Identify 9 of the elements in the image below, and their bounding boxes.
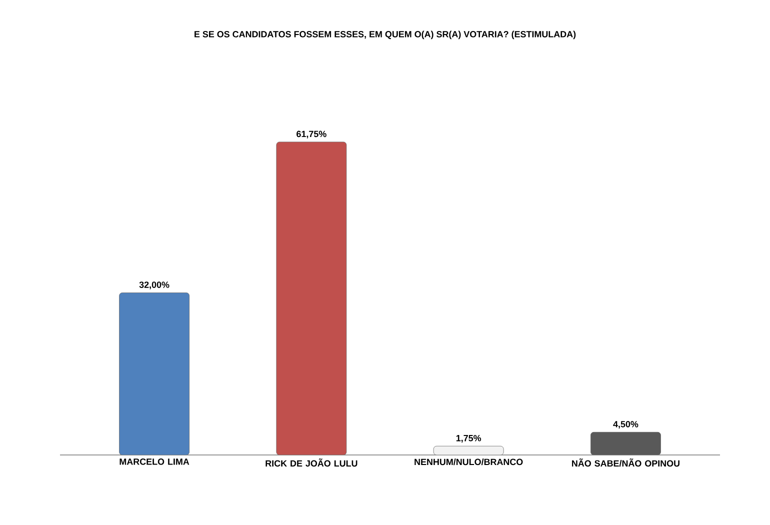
data-label: 4,50%: [613, 421, 638, 429]
data-label: 61,75%: [296, 130, 326, 138]
x-tick-label: NENHUM/NULO/BRANCO: [414, 458, 523, 466]
chart-title: E SE OS CANDIDATOS FOSSEM ESSES, EM QUEM O(A) SR(A) VOTARIA? (ESTIMULADA): [194, 30, 576, 40]
x-tick-label: RICK DE JOÃO LULU: [266, 458, 358, 467]
data-label: 32,00%: [139, 282, 170, 290]
x-tick-label: NÃO SABE/NÃO OPINOU: [572, 458, 680, 467]
data-label: 1,75%: [456, 434, 482, 443]
x-tick-label: MARCELO LIMA: [120, 458, 190, 465]
